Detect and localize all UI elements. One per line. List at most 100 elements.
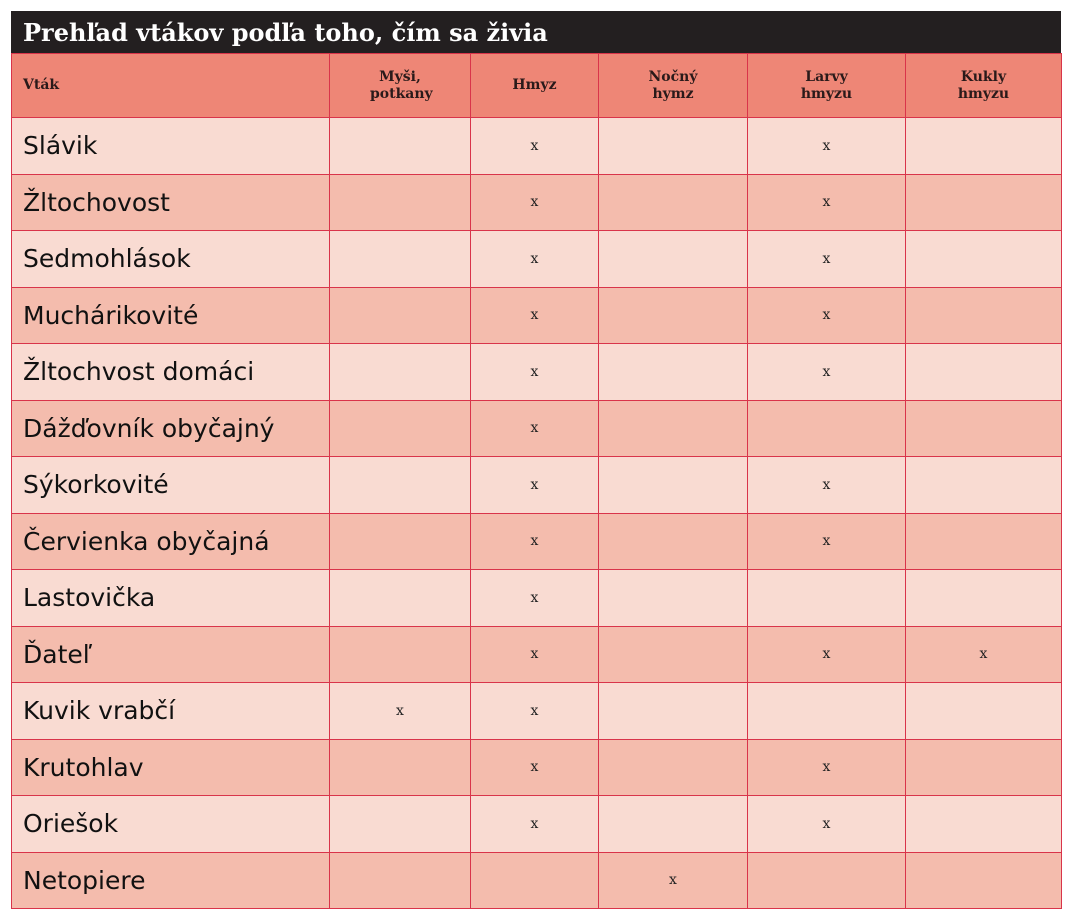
diet-cell: x (598, 851, 748, 909)
diet-cell: x (470, 625, 599, 683)
column-header: Nočný hymz (598, 53, 748, 118)
diet-cell: x (470, 738, 599, 796)
diet-cell (905, 399, 1062, 457)
diet-cell (329, 230, 471, 288)
diet-cell (329, 738, 471, 796)
diet-cell (329, 173, 471, 231)
diet-cell (905, 286, 1062, 344)
table-row: Ďateľ x x x (11, 625, 1062, 683)
diet-cell (905, 569, 1062, 627)
table-title: Prehľad vtákov podľa toho, čím sa živia (11, 11, 1061, 53)
diet-cell (598, 399, 748, 457)
diet-cell (747, 851, 906, 909)
diet-cell (329, 851, 471, 909)
table-row: Netopiere x (11, 851, 1062, 909)
diet-cell (905, 173, 1062, 231)
header-row: Vták Myši, potkany Hmyz Nočný hymz Larvy hmy… (11, 53, 1062, 118)
diet-cell: x (470, 569, 599, 627)
diet-cell: x (747, 230, 906, 288)
table-row: Kuvik vrabčí x x (11, 682, 1062, 740)
diet-cell (905, 682, 1062, 740)
diet-cell (598, 343, 748, 401)
column-header: Larvy hmyzu (747, 53, 906, 118)
diet-cell: x (470, 399, 599, 457)
table-row: Žltochovost x x (11, 173, 1062, 231)
diet-cell (329, 399, 471, 457)
diet-cell (598, 569, 748, 627)
diet-cell (329, 286, 471, 344)
table-row: Oriešok x x (11, 795, 1062, 853)
table-row: Slávik x x (11, 117, 1062, 175)
diet-cell (905, 456, 1062, 514)
diet-cell (329, 625, 471, 683)
diet-cell: x (470, 512, 599, 570)
diet-cell: x (470, 795, 599, 853)
table-row: Sýkorkovité x x (11, 456, 1062, 514)
diet-cell: x (747, 456, 906, 514)
diet-cell (905, 512, 1062, 570)
bird-name-cell: Červienka obyčajná (11, 512, 330, 570)
diet-cell: x (747, 795, 906, 853)
diet-cell (747, 569, 906, 627)
diet-cell (905, 795, 1062, 853)
table-row: Krutohlav x x (11, 738, 1062, 796)
diet-cell: x (470, 173, 599, 231)
diet-cell (598, 117, 748, 175)
column-header: Myši, potkany (329, 53, 471, 118)
diet-cell (598, 625, 748, 683)
diet-cell (329, 343, 471, 401)
table-row: Žltochvost domáci x x (11, 343, 1062, 401)
column-header: Kukly hmyzu (905, 53, 1062, 118)
bird-diet-table: Vták Myši, potkany Hmyz Nočný hymz Larvy hmy… (11, 53, 1062, 909)
table-row: Červienka obyčajná x x (11, 512, 1062, 570)
bird-name-cell: Lastovička (11, 569, 330, 627)
diet-cell: x (747, 117, 906, 175)
diet-cell (905, 117, 1062, 175)
diet-cell (329, 569, 471, 627)
bird-name-cell: Oriešok (11, 795, 330, 853)
diet-cell: x (470, 286, 599, 344)
diet-cell (329, 456, 471, 514)
table-row: Sedmohlások x x (11, 230, 1062, 288)
diet-cell (598, 286, 748, 344)
diet-cell (598, 512, 748, 570)
bird-name-cell: Dážďovník obyčajný (11, 399, 330, 457)
diet-cell: x (747, 173, 906, 231)
diet-cell: x (747, 625, 906, 683)
diet-cell (470, 851, 599, 909)
column-header: Vták (11, 53, 330, 118)
bird-name-cell: Ďateľ (11, 625, 330, 683)
diet-cell: x (747, 512, 906, 570)
bird-name-cell: Sedmohlások (11, 230, 330, 288)
diet-cell (598, 230, 748, 288)
bird-name-cell: Krutohlav (11, 738, 330, 796)
diet-cell (598, 456, 748, 514)
bird-name-cell: Kuvik vrabčí (11, 682, 330, 740)
bird-name-cell: Muchárikovité (11, 286, 330, 344)
diet-cell: x (747, 286, 906, 344)
diet-cell (905, 851, 1062, 909)
diet-cell (905, 230, 1062, 288)
diet-cell: x (747, 738, 906, 796)
diet-cell: x (470, 456, 599, 514)
diet-cell (905, 738, 1062, 796)
diet-cell (747, 399, 906, 457)
diet-cell: x (470, 117, 599, 175)
diet-cell (329, 795, 471, 853)
bird-name-cell: Žltochvost domáci (11, 343, 330, 401)
diet-cell (598, 173, 748, 231)
table-row: Lastovička x (11, 569, 1062, 627)
diet-cell: x (470, 343, 599, 401)
diet-cell (598, 738, 748, 796)
diet-cell (329, 512, 471, 570)
table-row: Dážďovník obyčajný x (11, 399, 1062, 457)
bird-name-cell: Sýkorkovité (11, 456, 330, 514)
diet-cell (329, 117, 471, 175)
diet-cell: x (747, 343, 906, 401)
diet-cell (598, 795, 748, 853)
bird-diet-table-container: Prehľad vtákov podľa toho, čím sa živia … (11, 11, 1062, 909)
diet-cell (747, 682, 906, 740)
diet-cell: x (470, 682, 599, 740)
bird-name-cell: Netopiere (11, 851, 330, 909)
bird-name-cell: Slávik (11, 117, 330, 175)
